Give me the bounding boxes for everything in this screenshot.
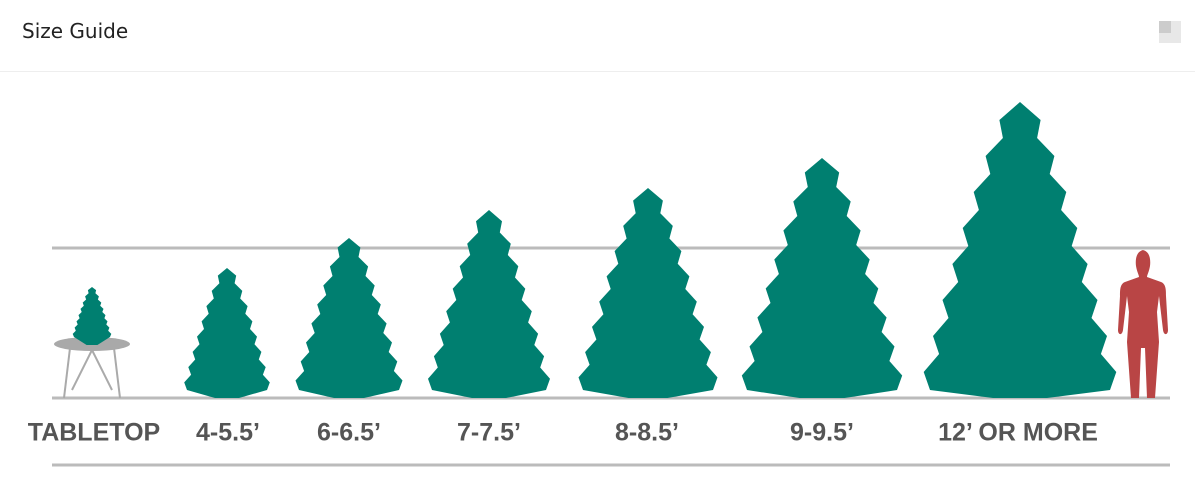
size-label: 12’ OR MORE [938, 419, 1098, 447]
tree [741, 154, 903, 398]
tree [295, 234, 403, 398]
modal-title: Size Guide [22, 19, 129, 43]
close-button[interactable] [1159, 21, 1181, 43]
person-silhouette [1118, 250, 1168, 398]
tree [578, 184, 718, 398]
size-label: 8-8.5’ [615, 419, 679, 447]
size-label: TABLETOP [28, 419, 160, 447]
size-label: 4-5.5’ [196, 419, 260, 447]
modal-header: Size Guide [0, 0, 1195, 72]
size-label: 6-6.5’ [317, 419, 381, 447]
size-label: 9-9.5’ [790, 419, 854, 447]
tree [184, 264, 270, 398]
size-label: 7-7.5’ [457, 419, 521, 447]
tree [72, 283, 112, 345]
size-guide-image: TABLETOP 4-5.5’ 6-6.5’ 7-7.5’ 8-8.5’ 9-9… [28, 98, 1170, 467]
table [54, 337, 130, 399]
tree [428, 206, 550, 398]
tree [923, 98, 1117, 398]
